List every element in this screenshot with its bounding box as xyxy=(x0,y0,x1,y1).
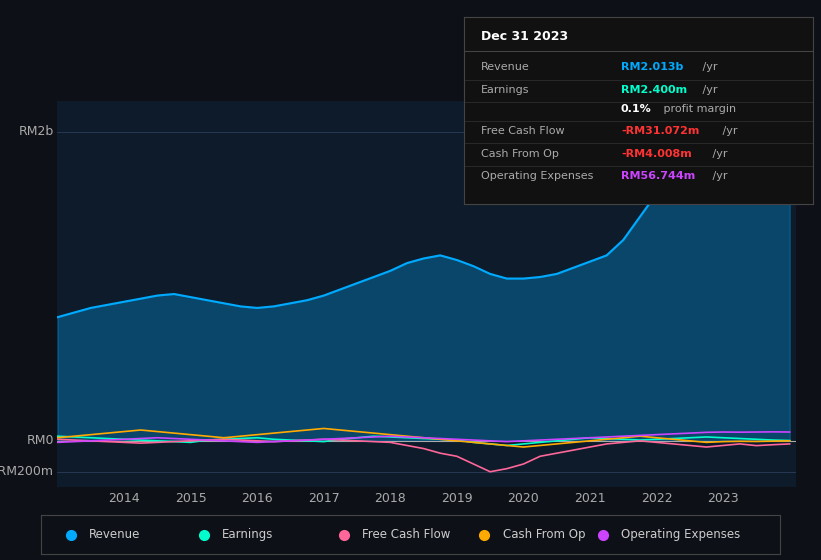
Text: profit margin: profit margin xyxy=(660,104,736,114)
Text: -RM200m: -RM200m xyxy=(0,465,54,478)
Text: /yr: /yr xyxy=(699,85,718,95)
Text: /yr: /yr xyxy=(699,63,718,72)
Text: -RM4.008m: -RM4.008m xyxy=(621,149,691,158)
Text: Free Cash Flow: Free Cash Flow xyxy=(363,528,451,542)
Text: RM0: RM0 xyxy=(26,435,54,447)
Text: RM56.744m: RM56.744m xyxy=(621,171,695,181)
Text: Free Cash Flow: Free Cash Flow xyxy=(481,126,565,136)
Text: Revenue: Revenue xyxy=(89,528,140,542)
Text: Cash From Op: Cash From Op xyxy=(502,528,585,542)
Text: Operating Expenses: Operating Expenses xyxy=(481,171,594,181)
Text: Earnings: Earnings xyxy=(222,528,273,542)
Text: RM2b: RM2b xyxy=(19,125,54,138)
Text: /yr: /yr xyxy=(718,126,737,136)
Text: Revenue: Revenue xyxy=(481,63,530,72)
Text: Cash From Op: Cash From Op xyxy=(481,149,559,158)
Text: -RM31.072m: -RM31.072m xyxy=(621,126,699,136)
Text: Dec 31 2023: Dec 31 2023 xyxy=(481,30,568,43)
Text: /yr: /yr xyxy=(709,149,727,158)
Text: Operating Expenses: Operating Expenses xyxy=(621,528,741,542)
Text: RM2.013b: RM2.013b xyxy=(621,63,683,72)
Text: Earnings: Earnings xyxy=(481,85,530,95)
Text: /yr: /yr xyxy=(709,171,727,181)
Text: 0.1%: 0.1% xyxy=(621,104,652,114)
Text: RM2.400m: RM2.400m xyxy=(621,85,687,95)
